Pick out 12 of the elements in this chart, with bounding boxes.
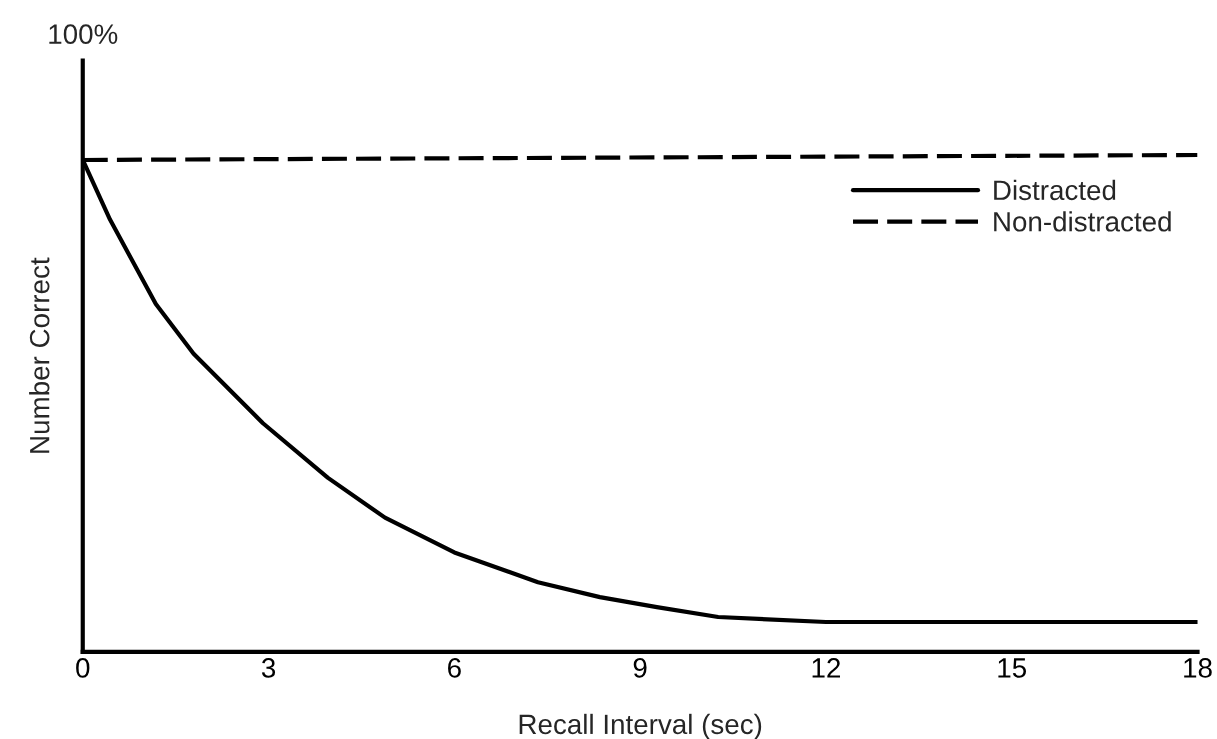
x-tick-label: 3 [261,658,276,678]
text: 100% [49,24,118,44]
x-tick-label: 0 [76,658,90,678]
x-axis-title: Recall Interval (sec) [519,713,762,739]
x-tick-label: 12 [812,658,840,678]
y-axis-title: Number Correct [29,257,50,453]
x-tick-label: 6 [448,658,461,678]
x-tick-label: 18 [1184,658,1212,678]
legend-label: Non-distracted [994,211,1171,232]
legend-label: Distracted [994,179,1116,201]
x-tick-label: 15 [998,658,1027,678]
x-tick-label: 9 [633,658,647,678]
